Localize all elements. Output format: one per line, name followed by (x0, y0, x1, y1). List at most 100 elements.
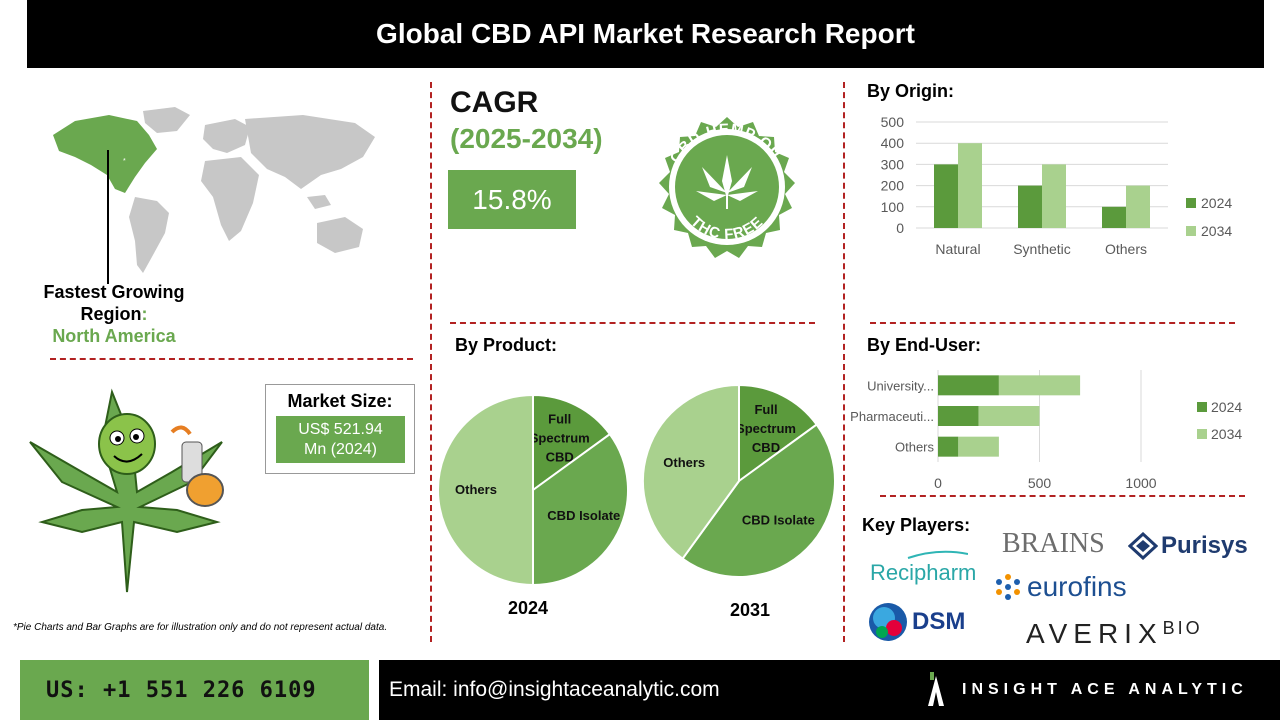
pie-2024-year: 2024 (508, 598, 549, 618)
origin-bar-2034 (1042, 164, 1066, 228)
origin-bar-chart: 0 100 200 300 400 500 Natural Synthetic Others 20… (881, 114, 1233, 257)
divider-left (430, 82, 432, 642)
key-players-heading: Key Players: (862, 515, 971, 535)
logo-averix-text: AVERIX (1026, 618, 1163, 649)
divider-right (843, 82, 845, 642)
product-pie-2024: Full Spectrum CBD CBD Isolate Others (437, 393, 629, 587)
region-value: North America (52, 326, 176, 346)
origin-bar-2024 (1102, 206, 1126, 228)
origin-ytick-label: 100 (881, 199, 905, 215)
origin-ytick-label: 500 (881, 114, 905, 130)
origin-ytick-label: 400 (881, 135, 905, 151)
pie-2031-slice (681, 423, 836, 578)
dsm-mark-icon (869, 603, 907, 641)
origin-xtick-label: Others (1105, 241, 1147, 257)
origin-ytick-label: 0 (896, 220, 904, 236)
cagr-label: CAGR (450, 86, 539, 119)
insight-ace-logo-icon (928, 672, 944, 706)
enduser-xtick-label: 0 (934, 475, 942, 491)
enduser-bar-2024 (938, 406, 979, 426)
origin-xtick-label: Natural (935, 241, 980, 257)
origin-legend-label: 2034 (1201, 223, 1232, 239)
enduser-ytick-label: University... (867, 378, 934, 393)
cannabis-mascot-icon (29, 388, 224, 593)
market-size-value: US$ 521.94 Mn (2024) (276, 416, 405, 463)
product-heading: By Product: (455, 335, 558, 355)
pie-2024-slice (532, 432, 629, 587)
enduser-ytick-label: Others (895, 440, 935, 455)
pie-2024-slice (437, 393, 534, 587)
market-size-value-line2: Mn (2024) (304, 440, 377, 458)
divider-cagr (450, 322, 815, 324)
market-size-value-line1: US$ 521.94 (298, 420, 383, 438)
svg-text:*: * (123, 158, 126, 165)
cagr-value: 15.8% (448, 170, 576, 229)
logo-averix: AVERIXBIO (1026, 618, 1203, 650)
eurofins-dots-icon (996, 574, 1020, 600)
cagr-period: (2025-2034) (450, 123, 603, 154)
origin-ytick-label: 300 (881, 156, 905, 172)
enduser-legend-swatch (1197, 429, 1207, 439)
divider-enduser (880, 495, 1245, 497)
divider-region (50, 358, 413, 360)
market-size-label: Market Size: (287, 391, 393, 411)
enduser-bar-2024 (938, 436, 959, 457)
origin-ytick-label: 200 (881, 178, 905, 194)
end-user-heading: By End-User: (867, 335, 982, 355)
logo-purisys-text: Purisys (1161, 532, 1248, 559)
region-colon: : (141, 304, 148, 324)
enduser-xtick-label: 500 (1028, 475, 1052, 491)
disclaimer: *Pie Charts and Bar Graphs are for illus… (13, 622, 388, 633)
end-user-bar-chart: 0 500 1000 University... Pharmaceuti... Other… (850, 370, 1242, 491)
region-label-line2: Region (80, 304, 142, 324)
pie-2031-slice (738, 383, 819, 483)
origin-legend-swatch (1186, 226, 1196, 236)
origin-legend-label: 2024 (1201, 195, 1232, 211)
divider-origin (870, 322, 1235, 324)
pie-2031-slice (642, 383, 740, 561)
pie-2031-slice-label: Full Spectrum CBD (736, 402, 796, 455)
logo-eurofins: eurofins (993, 571, 1127, 603)
origin-xtick-label: Synthetic (1013, 241, 1071, 257)
logo-dsm-text: DSM (912, 608, 966, 635)
logo-dsm: DSM (868, 600, 965, 644)
enduser-legend-label: 2034 (1211, 426, 1242, 442)
pie-2024-slice-label: Others (455, 482, 497, 497)
region-pointer-line (107, 150, 109, 284)
pie-2031-slice-label: Others (663, 455, 705, 470)
footer-phone[interactable]: US: +1 551 226 6109 (20, 660, 369, 720)
market-size-box: Market Size: US$ 521.94 Mn (2024) (265, 384, 415, 474)
origin-bar-2024 (1018, 185, 1042, 228)
pie-2024-slice (532, 393, 612, 492)
pie-2024-slice-label: CBD Isolate (547, 508, 620, 523)
enduser-bar-2034 (958, 436, 999, 457)
origin-bar-2034 (1126, 185, 1150, 228)
enduser-bar-2024 (938, 375, 999, 396)
pie-2031-slice-label: CBD Isolate (742, 512, 815, 527)
fastest-growing-region: Fastest Growing Region: North America (30, 281, 198, 347)
logo-eurofins-text: eurofins (1027, 571, 1127, 602)
pie-2031-year: 2031 (730, 600, 771, 620)
enduser-bar-2034 (978, 406, 1040, 426)
enduser-legend-label: 2024 (1211, 399, 1242, 415)
origin-heading: By Origin: (867, 81, 955, 101)
enduser-ytick-label: Pharmaceuti... (850, 409, 934, 424)
purisys-mark-icon (1128, 532, 1158, 560)
logo-brains: BRAINS (1002, 528, 1105, 559)
footer-bar: Email: info@insightaceanalytic.com INSIG… (379, 660, 1280, 720)
product-pie-2031: Full Spectrum CBD CBD Isolate Others (642, 383, 836, 578)
recipharm-swoosh-icon (907, 550, 968, 559)
cbd-hemp-oil-badge-icon: CBD HEMP OIL THC FREE (659, 117, 795, 258)
logo-purisys: Purisys (1128, 532, 1248, 560)
footer-email[interactable]: Email: info@insightaceanalytic.com (389, 678, 720, 701)
page-title: Global CBD API Market Research Report (27, 0, 1264, 68)
pie-2024-slice-label: Full Spectrum CBD (530, 412, 590, 465)
logo-recipharm-text: Recipharm (870, 560, 977, 585)
origin-legend-swatch (1186, 198, 1196, 208)
logo-averix-bio: BIO (1162, 618, 1203, 638)
footer-brand: INSIGHT ACE ANALYTIC (962, 681, 1248, 698)
region-label-line1: Fastest Growing (43, 282, 185, 302)
enduser-legend-swatch (1197, 402, 1207, 412)
world-map: * (53, 107, 375, 273)
origin-bar-2034 (958, 143, 982, 228)
